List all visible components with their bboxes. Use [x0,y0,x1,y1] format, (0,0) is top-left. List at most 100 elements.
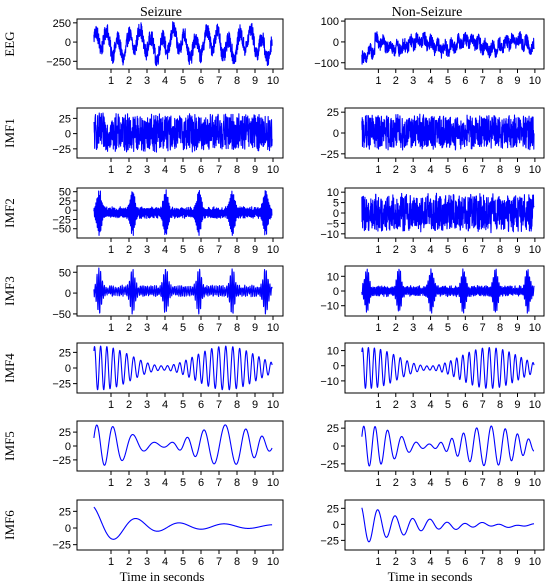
x-tick-label: 6 [462,244,468,256]
x-tick-label: 7 [216,477,222,489]
x-tick-label: 3 [410,322,416,334]
y-tick-label: 0 [333,441,339,453]
x-tick-label: 7 [216,164,222,176]
x-tick-label: 8 [497,399,503,411]
y-tick-label: 0 [65,37,71,49]
y-tick-label: 0 [333,37,339,49]
y-tick-label: −25 [320,535,339,547]
series-line [361,425,535,467]
x-tick-label: 9 [252,322,258,334]
panel-non-seizure-eeg: 1 2 3 4 5 6 7 8 9 10 100 0 −100 [314,16,545,87]
y-tick-label: 0 [333,519,339,531]
series-line [93,189,273,236]
row-label-imf2: IMF2 [2,198,17,228]
series-line [93,424,273,466]
y-tick-label: −50 [52,224,71,236]
row-labels: EEG IMF1 IMF2 IMF3 IMF4 IMF5 IMF6 [2,31,17,539]
x-tick-label: 10 [529,164,541,176]
y-tick-label: 10 [327,271,339,283]
y-tick-label: 10 [327,346,339,358]
y-tick-label: −10 [320,301,339,313]
y-tick-label: −10 [320,229,339,241]
x-tick-label: 4 [162,477,168,489]
column-titles: Seizure Non-Seizure [140,5,462,20]
y-tick-label: 0 [65,363,71,375]
x-tick-label: 5 [180,164,186,176]
y-tick-label: 0 [65,129,71,141]
axes-frame [76,187,284,239]
x-tick-label: 2 [393,244,399,256]
x-tick-label: 9 [514,164,520,176]
x-axis-label-seizure: Time in seconds [120,569,205,584]
y-tick-label: 25 [327,107,339,119]
series-line [93,506,273,540]
x-tick-label: 10 [267,556,279,568]
x-tick-label: 4 [427,322,433,334]
y-tick-label: 0 [333,361,339,373]
panel-non-seizure-imf3: 1 2 3 4 5 6 7 8 9 10 10 0 −10 [320,265,545,334]
row-label-eeg: EEG [2,31,17,56]
x-tick-label: 7 [216,556,222,568]
x-tick-label: 4 [162,164,168,176]
x-tick-label: 8 [497,244,503,256]
row-label-imf1: IMF1 [2,118,17,148]
x-axis-label-non-seizure: Time in seconds [388,569,473,584]
y-tick-label: −10 [320,376,339,388]
x-tick-label: 9 [514,75,520,87]
x-tick-label: 9 [514,477,520,489]
y-tick-label: −25 [52,540,71,552]
panel-non-seizure-imf4: 1 2 3 4 5 6 7 8 9 10 10 0 −10 [320,342,545,411]
x-tick-label: 6 [198,477,204,489]
x-tick-label: 6 [462,399,468,411]
y-tick-label: 0 [333,128,339,140]
x-tick-label: 2 [126,244,132,256]
x-tick-label: 7 [216,399,222,411]
x-tick-label: 3 [410,244,416,256]
y-tick-label: −250 [46,56,71,68]
x-tick-label: 5 [445,244,451,256]
x-tick-label: 5 [180,556,186,568]
x-tick-label: 1 [108,556,114,568]
x-tick-label: 9 [514,556,520,568]
x-tick-label: 6 [198,556,204,568]
x-tick-label: 1 [375,75,381,87]
y-tick-label: 25 [59,347,71,359]
panel-seizure-imf6: 1 2 3 4 5 6 7 8 9 10 25 0 −25 [52,499,284,568]
y-tick-label: 25 [59,113,71,125]
x-tick-label: 9 [514,244,520,256]
x-tick-label: 4 [427,556,433,568]
x-tick-label: 8 [234,399,240,411]
x-tick-label: 1 [375,322,381,334]
x-tick-label: 6 [462,477,468,489]
x-tick-label: 5 [445,399,451,411]
x-tick-label: 6 [462,75,468,87]
x-tick-label: 1 [375,164,381,176]
y-tick-label: 250 [53,18,71,30]
x-tick-label: 6 [198,244,204,256]
x-tick-label: 8 [234,75,240,87]
x-tick-label: 1 [108,75,114,87]
x-tick-label: 10 [267,322,279,334]
axes-frame [76,265,284,317]
y-tick-label: 0 [65,288,71,300]
series-line [93,345,273,391]
x-tick-label: 6 [462,322,468,334]
x-tick-label: 2 [126,399,132,411]
x-tick-label: 9 [252,399,258,411]
x-tick-label: 8 [234,477,240,489]
x-tick-label: 7 [216,244,222,256]
y-tick-label: −25 [52,379,71,391]
series-line [361,113,535,151]
x-tick-label: 9 [514,399,520,411]
column-title-non-seizure: Non-Seizure [392,5,463,20]
x-tick-label: 8 [497,556,503,568]
series-line [361,268,535,314]
x-axis-labels: Time in seconds Time in seconds [120,569,473,584]
axes-frame [76,499,284,551]
row-label-imf6: IMF6 [2,510,17,540]
x-tick-label: 8 [497,75,503,87]
y-tick-label: 50 [59,267,71,279]
